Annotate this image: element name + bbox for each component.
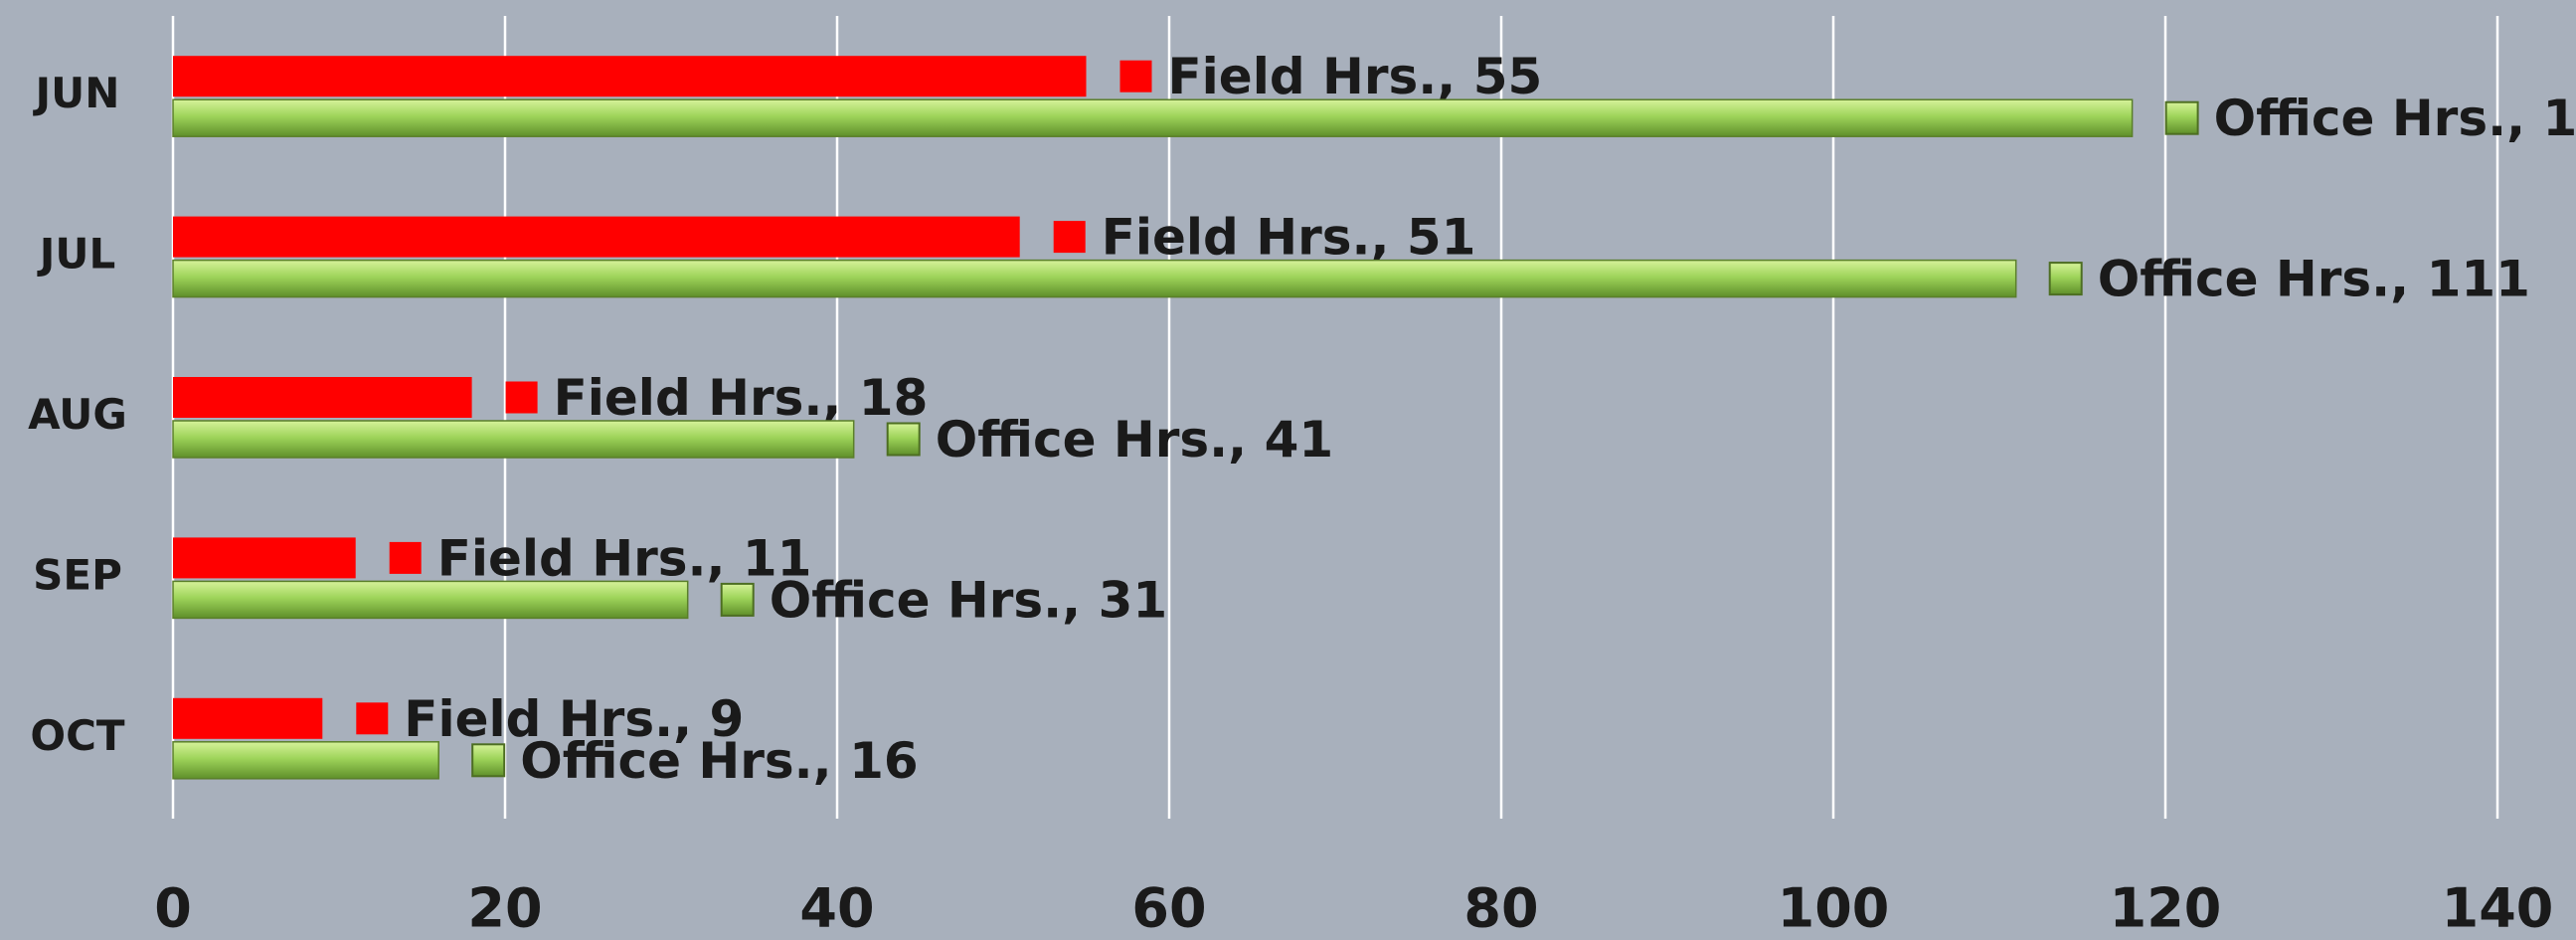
data-label: Office Hrs., 16	[520, 732, 918, 790]
bar	[173, 537, 356, 579]
bar	[172, 580, 689, 620]
y-tick-label: AUG	[28, 390, 127, 439]
y-tick-label: SEP	[33, 550, 122, 599]
bar	[173, 377, 472, 418]
x-tick-label: 120	[2110, 877, 2222, 940]
label-key	[720, 582, 755, 617]
data-label: Field Hrs., 18	[554, 369, 929, 427]
x-tick-label: 100	[1778, 877, 1890, 940]
label-key	[2164, 100, 2199, 135]
x-tick-label: 80	[1463, 877, 1538, 940]
bar	[173, 216, 1020, 258]
label-key	[886, 422, 921, 457]
label-key	[389, 541, 422, 574]
x-tick-label: 40	[799, 877, 874, 940]
x-tick-label: 140	[2442, 877, 2554, 940]
y-tick-label: JUL	[37, 230, 116, 279]
label-key	[471, 743, 506, 778]
y-tick-label: OCT	[30, 711, 125, 760]
label-key	[356, 702, 389, 735]
label-key	[505, 381, 538, 414]
bar	[172, 98, 2134, 137]
bar	[172, 741, 439, 780]
data-label: Field Hrs., 55	[1168, 48, 1543, 105]
data-label: Office Hrs., 31	[770, 571, 1167, 629]
y-tick-label: JUN	[33, 69, 120, 117]
x-tick-label: 60	[1131, 877, 1206, 940]
data-label: Office Hrs., 41	[936, 411, 1333, 469]
data-label: Field Hrs., 11	[437, 529, 812, 587]
bar	[172, 420, 855, 459]
bar	[173, 697, 323, 739]
data-label: Field Hrs., 51	[1102, 209, 1476, 267]
label-key	[1119, 60, 1152, 93]
bar	[173, 56, 1087, 97]
data-label: Office Hrs., 111	[2098, 251, 2530, 308]
x-tick-label: 20	[467, 877, 542, 940]
data-label: Field Hrs., 9	[404, 690, 744, 748]
label-key	[1053, 221, 1086, 254]
x-tick-label: 0	[154, 877, 192, 940]
bar	[172, 259, 2017, 298]
data-label: Office Hrs., 118	[2214, 90, 2576, 147]
label-key	[2048, 262, 2083, 296]
